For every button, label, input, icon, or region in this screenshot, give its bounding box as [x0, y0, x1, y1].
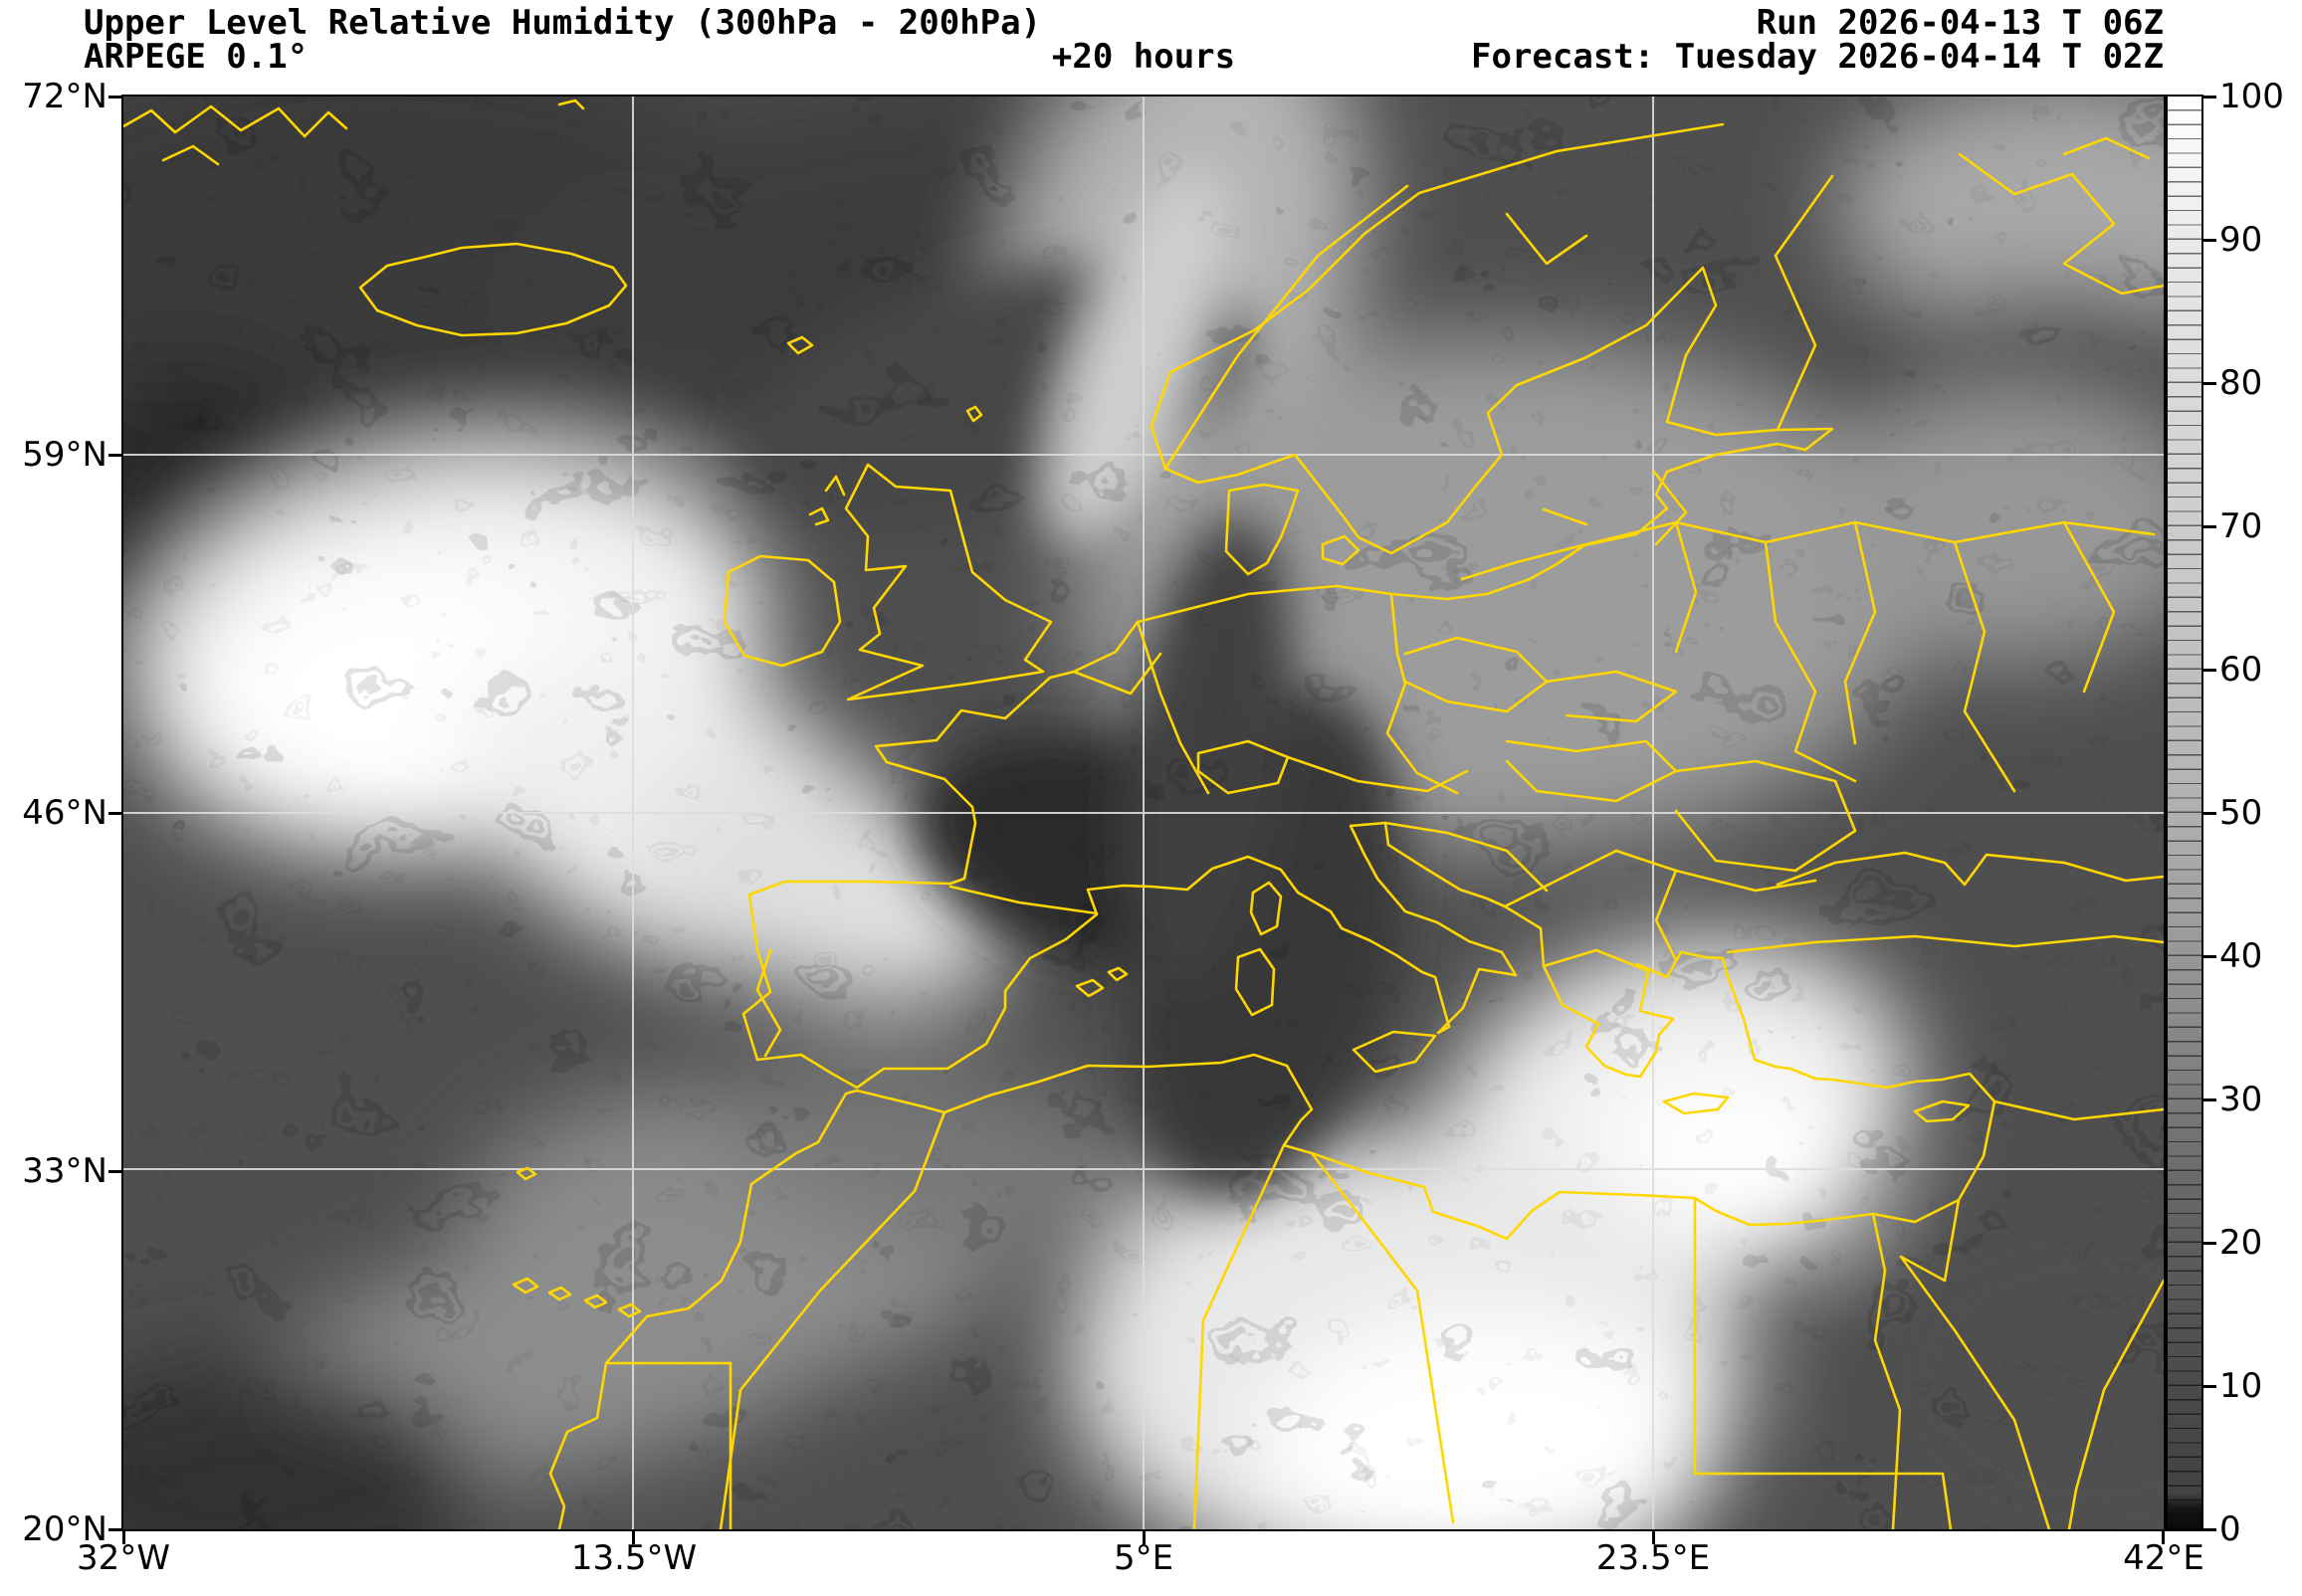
- madeira: [516, 1166, 537, 1181]
- black-sea-north-coast: [1776, 851, 2164, 887]
- humidity-map-svg: [123, 97, 2164, 1529]
- lat-label-46n: 46°N: [22, 793, 107, 833]
- lon-label-32w: 32°W: [77, 1538, 170, 1578]
- lon-tick: [122, 1531, 125, 1544]
- colorbar-label-20: 20: [2219, 1223, 2263, 1263]
- colorbar-tick: [2203, 1385, 2216, 1388]
- lat-label-33n: 33°N: [22, 1151, 107, 1191]
- lon-label-42e: 42°E: [2123, 1538, 2204, 1578]
- sardinia: [1234, 947, 1276, 1017]
- colorbar-tick: [2203, 669, 2216, 672]
- black-sea-south-coast: [1726, 934, 2164, 954]
- portugal-spain-border: [755, 948, 782, 1058]
- colorbar-label-30: 30: [2219, 1080, 2263, 1119]
- colorbar-label-90: 90: [2219, 220, 2263, 260]
- lat-tick: [108, 812, 122, 815]
- colorbar-tick: [2203, 239, 2216, 242]
- libya-egypt-sudan-borders: [1693, 1196, 1953, 1529]
- colorbar-label-80: 80: [2219, 363, 2263, 403]
- britain-coast: [844, 463, 1053, 701]
- lon-tick: [2162, 1531, 2165, 1544]
- lon-tick: [1143, 1531, 1146, 1544]
- run-label: Run 2026-04-13 T 06Z: [1756, 3, 2164, 43]
- colorbar: [2166, 95, 2203, 1531]
- colorbar-label-10: 10: [2219, 1366, 2263, 1406]
- colorbar-tick: [2203, 1242, 2216, 1245]
- nile-river: [1871, 1212, 1902, 1529]
- lat-tick: [108, 454, 122, 457]
- colorbar-label-100: 100: [2219, 77, 2284, 116]
- lon-tick: [1652, 1531, 1655, 1544]
- lead-time-label: +20 hours: [1051, 37, 1236, 77]
- lat-tick: [108, 96, 122, 99]
- page-title: Upper Level Relative Humidity (300hPa - …: [84, 3, 1042, 43]
- lon-label-5e: 5°E: [1113, 1538, 1174, 1578]
- iceland-coast: [358, 242, 628, 337]
- colorbar-label-40: 40: [2219, 936, 2263, 976]
- colorbar-tick: [2203, 382, 2216, 385]
- lat-tick: [108, 1528, 122, 1531]
- lat-label-72n: 72°N: [22, 77, 107, 116]
- colorbar-label-60: 60: [2219, 650, 2263, 690]
- forecast-label: Forecast: Tuesday 2026-04-14 T 02Z: [1471, 37, 2164, 77]
- red-sea-west-coast: [1899, 1255, 2051, 1529]
- lat-label-20n: 20°N: [22, 1509, 107, 1549]
- colorbar-tick: [2203, 525, 2216, 528]
- colorbar-tick: [2203, 955, 2216, 958]
- colorbar-tick: [2203, 812, 2216, 815]
- model-label: ARPEGE 0.1°: [84, 37, 309, 77]
- ireland-coast: [723, 554, 842, 668]
- lat-tick: [108, 1170, 122, 1173]
- lon-tick: [632, 1531, 635, 1544]
- colorbar-tick: [2203, 96, 2216, 99]
- colorbar-tick: [2203, 1528, 2216, 1531]
- map-frame: [121, 95, 2166, 1531]
- colorbar-label-0: 0: [2219, 1509, 2241, 1549]
- morocco-algeria-border: [719, 1110, 946, 1529]
- crete: [1662, 1092, 1730, 1115]
- coastlines-borders: [123, 99, 2164, 1529]
- lon-label-235e: 23.5°E: [1595, 1538, 1711, 1578]
- colorbar-tick: [2203, 1098, 2216, 1101]
- switzerland-border: [1196, 739, 1290, 795]
- colorbar-label-50: 50: [2219, 793, 2263, 833]
- europe-africa-coast: [548, 584, 1996, 1529]
- greenland-coast: [123, 104, 348, 138]
- lon-label-135w: 13.5°W: [570, 1538, 698, 1578]
- sicily: [1352, 1030, 1437, 1074]
- corsica: [1249, 881, 1283, 936]
- graticule-gridlines: [123, 97, 2164, 1529]
- denmark-coast: [1224, 483, 1300, 576]
- lat-label-59n: 59°N: [22, 435, 107, 475]
- cyprus: [1913, 1099, 1971, 1123]
- colorbar-label-70: 70: [2219, 506, 2263, 546]
- red-sea-east-coast: [2067, 1279, 2164, 1529]
